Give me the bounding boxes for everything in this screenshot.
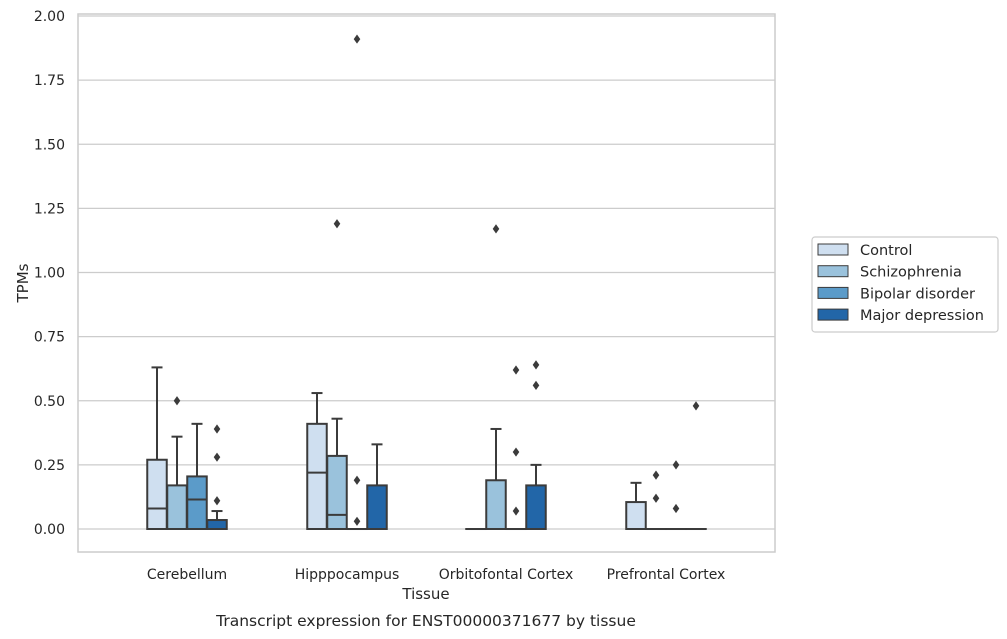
box <box>525 484 547 530</box>
box <box>366 484 388 530</box>
legend-swatch <box>817 265 849 278</box>
x-axis-label: Tissue <box>401 585 449 603</box>
outlier-point <box>213 424 221 434</box>
x-tick-label: Orbitofontal Cortex <box>439 567 574 583</box>
box-plot-item <box>366 443 388 530</box>
legend-item: Schizophrenia <box>817 265 962 281</box>
box-plot-item <box>485 224 507 531</box>
y-tick-label: 2.00 <box>34 9 65 25</box>
legend-label: Control <box>860 243 912 259</box>
box-plot-series <box>146 34 707 531</box>
outlier-point <box>492 224 500 234</box>
y-tick-label: 0.75 <box>34 330 65 346</box>
x-tick-label: Prefrontal Cortex <box>607 567 726 583</box>
legend-frame <box>811 236 999 333</box>
outlier-point <box>353 475 361 485</box>
x-tick-labels: Cerebellum Hipppocampus Orbitofontal Corte… <box>147 567 725 583</box>
series-control <box>146 366 647 531</box>
box <box>146 458 168 530</box>
y-tick-label: 1.50 <box>34 137 65 153</box>
box-plot-item <box>146 366 168 530</box>
y-tick-label: 1.25 <box>34 201 65 217</box>
box-plot-item <box>505 365 527 531</box>
outlier-point <box>512 506 520 516</box>
box-plot-item <box>645 470 667 531</box>
outlier-point <box>353 516 361 526</box>
legend-label: Schizophrenia <box>860 265 962 281</box>
y-tick-labels: 0.00 0.25 0.50 0.75 1.00 1.25 1.50 1.75 2.00 <box>34 9 65 538</box>
y-tick-label: 0.25 <box>34 458 65 474</box>
legend-label: Major depression <box>860 308 984 324</box>
outlier-point <box>672 503 680 514</box>
outlier-point <box>672 460 680 470</box>
legend-swatch <box>817 243 849 256</box>
y-axis-label: TPMs <box>14 263 32 303</box>
legend-item: Control <box>817 243 912 259</box>
outlier-point <box>532 380 540 390</box>
y-tick-label: 1.00 <box>34 266 65 282</box>
series-schizophrenia <box>166 219 667 531</box>
series-bipolar-disorder <box>186 34 687 531</box>
plot-area-frame <box>77 13 776 553</box>
box-plot-item <box>685 401 707 531</box>
outlier-point <box>213 496 221 506</box>
box <box>625 501 647 531</box>
outlier-point <box>173 396 181 406</box>
box <box>326 454 348 530</box>
x-tick-label: Hipppocampus <box>295 567 400 583</box>
legend: Control Schizophrenia Bipolar disorder Majo… <box>811 236 999 333</box>
outlier-point <box>512 447 520 457</box>
x-tick-label: Cerebellum <box>147 567 227 583</box>
box <box>306 422 328 530</box>
legend-item: Major depression <box>817 308 984 324</box>
grid-lines <box>78 15 775 530</box>
box <box>206 519 228 531</box>
box-plot-item <box>206 424 228 531</box>
outlier-point <box>652 470 660 480</box>
box <box>166 484 188 530</box>
chart-caption: Transcript expression for ENST0000037167… <box>215 612 636 630</box>
legend-item: Bipolar disorder <box>817 286 975 302</box>
box-plot-item <box>346 34 368 531</box>
legend-swatch <box>817 308 849 321</box>
outlier-point <box>353 34 361 44</box>
y-tick-label: 1.75 <box>34 73 65 89</box>
box-plot-item <box>525 360 547 530</box>
outlier-point <box>213 452 221 462</box>
box-plot-item <box>326 219 348 530</box>
box-plot-item <box>665 460 687 531</box>
series-major-depression <box>206 360 707 531</box>
y-tick-label: 0.50 <box>34 394 65 410</box>
outlier-point <box>692 401 700 411</box>
outlier-point <box>532 360 540 370</box>
outlier-point <box>652 493 660 503</box>
outlier-point <box>512 365 520 375</box>
box-plot-item <box>166 396 188 530</box>
legend-swatch <box>817 286 849 299</box>
outlier-point <box>333 219 341 229</box>
box-plot-item <box>306 392 328 530</box>
box <box>186 475 208 531</box>
y-tick-label: 0.00 <box>34 522 65 538</box>
box-plot-item <box>186 422 208 531</box>
box <box>485 479 507 531</box>
box-plot-item <box>625 481 647 531</box>
legend-label: Bipolar disorder <box>860 286 975 302</box>
